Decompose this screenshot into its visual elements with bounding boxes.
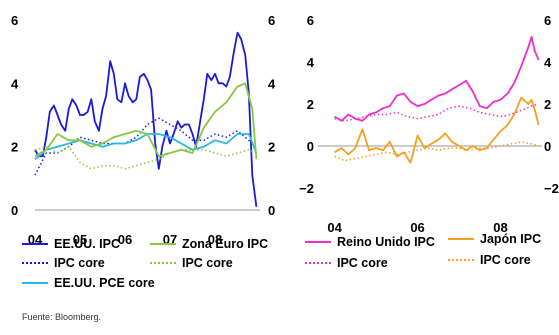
y-tick-label-right: 4	[544, 55, 552, 70]
series-line-3	[334, 141, 539, 162]
y-tick-label-left: 2	[11, 140, 18, 155]
y-tick-label-left: 4	[307, 55, 315, 70]
x-tick-label: 05	[73, 232, 87, 247]
legend-swatch	[448, 238, 474, 240]
legend-item-japan-core: IPC core	[448, 253, 531, 267]
x-tick-label: 06	[118, 232, 132, 247]
legend-label: Japón IPC	[480, 232, 542, 246]
legend-swatch	[22, 262, 48, 264]
x-tick-label: 06	[410, 220, 424, 235]
legend-item-us-core: IPC core	[22, 256, 105, 270]
x-tick-label: 08	[208, 232, 222, 247]
legend-label: IPC core	[337, 256, 388, 270]
series-line-1	[34, 117, 257, 176]
y-tick-label-right: 6	[544, 13, 551, 28]
series-line-4	[34, 145, 257, 170]
series-line-2	[334, 96, 540, 164]
legend-swatch	[22, 282, 48, 284]
y-tick-label-right: 2	[544, 97, 551, 112]
legend-swatch	[150, 262, 176, 264]
chart-us-euro: 0 02 24 46 604 05 06 07 08	[11, 13, 276, 247]
legend-label: IPC core	[480, 253, 531, 267]
x-tick-label: 08	[493, 220, 507, 235]
legend-label: IPC core	[182, 256, 233, 270]
y-tick-label-right: 0	[268, 203, 275, 218]
legend-item-japan-cpi: Japón IPC	[448, 232, 541, 246]
legend-label: EE.UU. PCE core	[54, 276, 155, 290]
legend-item-us-pce: EE.UU. PCE core	[22, 276, 155, 290]
legend-label: IPC core	[54, 256, 105, 270]
y-tick-label-right: 2	[268, 140, 275, 155]
y-tick-label-left: 0	[11, 203, 18, 218]
legend-swatch	[150, 243, 176, 245]
legend-label: Zona Euro IPC	[182, 237, 269, 251]
y-tick-label-right: 4	[268, 76, 276, 91]
y-tick-label-left: 6	[307, 13, 314, 28]
legend-item-uk-cpi: Reino Unido IPC	[305, 235, 435, 249]
chart-uk-japan: −2 −2 0 0 2 2 4 4 6 6 04 06 08	[299, 13, 559, 235]
y-tick-label-left: −2	[299, 181, 314, 196]
series-line-0	[34, 31, 258, 207]
y-tick-label-left: 0	[307, 139, 314, 154]
legend-item-euro-cpi: Zona Euro IPC	[150, 237, 268, 251]
x-tick-label: 04	[327, 220, 342, 235]
series-line-3	[34, 82, 258, 160]
y-tick-label-left: 6	[11, 13, 18, 28]
y-tick-label-right: 6	[268, 13, 275, 28]
legend-swatch	[305, 262, 331, 264]
y-tick-label-left: 4	[11, 76, 19, 91]
source-note: Fuente: Bloomberg.	[22, 312, 102, 322]
legend-item-us-cpi: EE.UU. IPC	[22, 237, 120, 251]
y-tick-label-right: −2	[544, 181, 559, 196]
legend-item-uk-core: IPC core	[305, 256, 388, 270]
legend-swatch	[305, 241, 331, 243]
legend-item-euro-core: IPC core	[150, 256, 233, 270]
series-line-0	[334, 35, 540, 122]
legend-label: EE.UU. IPC	[54, 237, 120, 251]
legend-swatch	[448, 259, 474, 261]
legend-swatch	[22, 243, 48, 245]
y-tick-label-right: 0	[544, 139, 551, 154]
y-tick-label-left: 2	[307, 97, 314, 112]
legend-label: Reino Unido IPC	[337, 235, 435, 249]
